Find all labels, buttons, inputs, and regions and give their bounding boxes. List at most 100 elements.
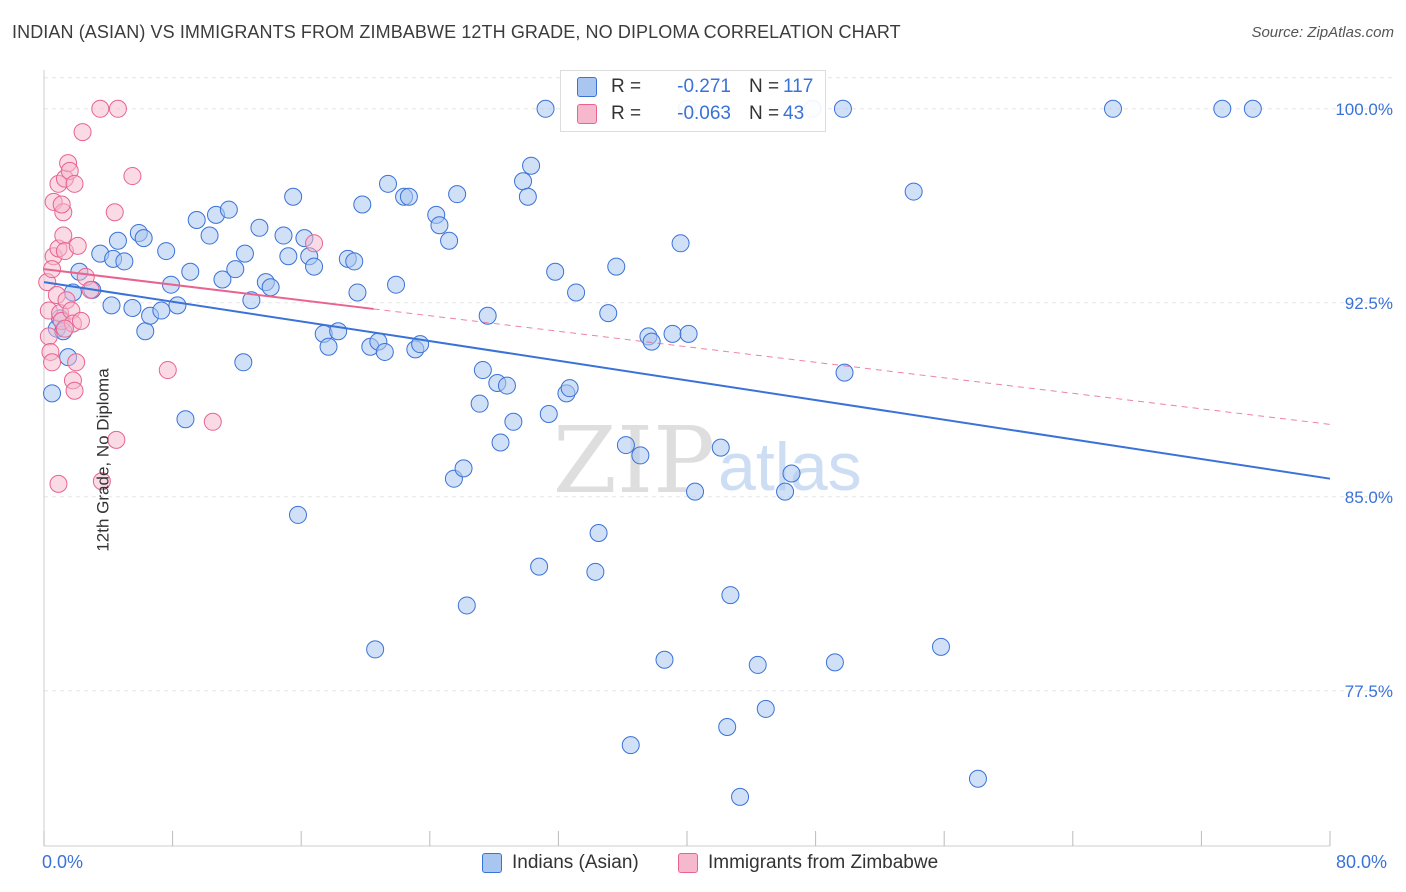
data-point-indians — [491, 433, 510, 452]
data-point-indians — [642, 332, 661, 351]
data-point-indians — [187, 211, 206, 230]
data-point-zimbabwe — [55, 319, 74, 338]
data-point-indians — [454, 459, 473, 478]
data-point-indians — [514, 172, 533, 191]
data-point-zimbabwe — [73, 123, 92, 142]
data-point-zimbabwe — [92, 472, 111, 491]
trend-lines — [43, 268, 1331, 480]
data-point-indians — [430, 216, 449, 235]
data-point-indians — [288, 505, 307, 524]
data-point-zimbabwe — [91, 99, 110, 118]
data-point-indians — [546, 262, 565, 281]
legend-label-zimbabwe: Immigrants from Zimbabwe — [708, 852, 939, 873]
n-value: 117 — [783, 76, 814, 97]
data-point-indians — [530, 557, 549, 576]
data-point-indians — [181, 262, 200, 281]
data-point-zimbabwe — [108, 99, 127, 118]
data-point-zimbabwe — [203, 412, 222, 431]
data-point-indians — [621, 736, 640, 755]
data-point-indians — [448, 185, 467, 204]
legend-swatch-blue — [482, 853, 502, 873]
data-point-indians — [631, 446, 650, 465]
data-point-zimbabwe — [68, 236, 87, 255]
legend-swatch-pink — [678, 853, 698, 873]
legend-item-indians[interactable]: Indians (Asian) — [482, 852, 639, 874]
data-point-indians — [686, 482, 705, 501]
data-point-indians — [835, 363, 854, 382]
data-point-indians — [560, 379, 579, 398]
data-point-indians — [353, 195, 372, 214]
data-point-indians — [457, 596, 476, 615]
data-point-indians — [589, 524, 608, 543]
data-point-indians — [718, 718, 737, 737]
data-point-indians — [518, 187, 537, 206]
legend-item-zimbabwe[interactable]: Immigrants from Zimbabwe — [678, 852, 938, 874]
series-immigrants-zimbabwe — [38, 99, 324, 493]
y-tick-label: 92.5% — [1345, 294, 1393, 313]
r-value: -0.063 — [677, 103, 731, 124]
data-point-indians — [655, 650, 674, 669]
y-tick-labels: 100.0% 92.5% 85.0% 77.5% — [1335, 100, 1393, 701]
data-point-indians — [399, 187, 418, 206]
data-point-indians — [497, 376, 516, 395]
data-point-indians — [671, 234, 690, 253]
data-point-indians — [157, 242, 176, 261]
series-indians-asian — [43, 99, 1262, 806]
data-point-indians — [1213, 99, 1232, 118]
y-tick-label: 85.0% — [1345, 488, 1393, 507]
trend-line-zimbabwe — [43, 268, 374, 310]
series-legend: Indians (Asian) Immigrants from Zimbabwe — [0, 852, 1406, 876]
trend-line-indians — [43, 281, 1331, 480]
data-point-indians — [539, 405, 558, 424]
data-point-indians — [825, 653, 844, 672]
data-point-indians — [1243, 99, 1262, 118]
data-point-zimbabwe — [54, 226, 73, 245]
data-point-indians — [731, 787, 750, 806]
data-point-indians — [108, 231, 127, 250]
data-point-indians — [379, 174, 398, 193]
data-point-indians — [319, 337, 338, 356]
data-point-indians — [261, 278, 280, 297]
data-point-indians — [536, 99, 555, 118]
data-point-zimbabwe — [52, 195, 71, 214]
data-point-indians — [470, 394, 489, 413]
data-point-indians — [504, 412, 523, 431]
data-point-zimbabwe — [107, 430, 126, 449]
data-point-indians — [345, 252, 364, 271]
data-point-zimbabwe — [65, 174, 84, 193]
data-point-indians — [522, 156, 541, 175]
data-point-indians — [756, 699, 775, 718]
data-point-indians — [748, 655, 767, 674]
stats-legend-row-zimbabwe: R = -0.063 N = 43 — [577, 101, 823, 127]
data-point-indians — [968, 769, 987, 788]
data-point-indians — [284, 187, 303, 206]
source-label: Source: ZipAtlas.com — [1251, 24, 1394, 41]
data-point-indians — [586, 562, 605, 581]
data-point-indians — [721, 586, 740, 605]
data-point-indians — [387, 275, 406, 294]
data-point-indians — [226, 260, 245, 279]
data-point-zimbabwe — [39, 327, 58, 346]
data-point-indians — [776, 482, 795, 501]
data-point-zimbabwe — [71, 311, 90, 330]
data-point-zimbabwe — [67, 353, 86, 372]
n-value: 43 — [783, 103, 805, 124]
axes — [43, 70, 1331, 847]
watermark: ZIP atlas — [553, 407, 862, 514]
data-point-indians — [782, 464, 801, 483]
data-point-indians — [43, 384, 62, 403]
data-point-indians — [168, 296, 187, 315]
data-point-zimbabwe — [43, 353, 62, 372]
data-point-indians — [152, 301, 171, 320]
data-point-indians — [904, 182, 923, 201]
data-point-zimbabwe — [65, 381, 84, 400]
x-tick-min: 0.0% — [42, 852, 84, 872]
data-point-indians — [242, 291, 261, 310]
data-point-indians — [115, 252, 134, 271]
y-tick-label: 77.5% — [1345, 682, 1393, 701]
legend-swatch-blue — [577, 77, 597, 97]
data-point-indians — [833, 99, 852, 118]
y-tick-label: 100.0% — [1335, 100, 1393, 119]
data-point-indians — [250, 218, 269, 237]
